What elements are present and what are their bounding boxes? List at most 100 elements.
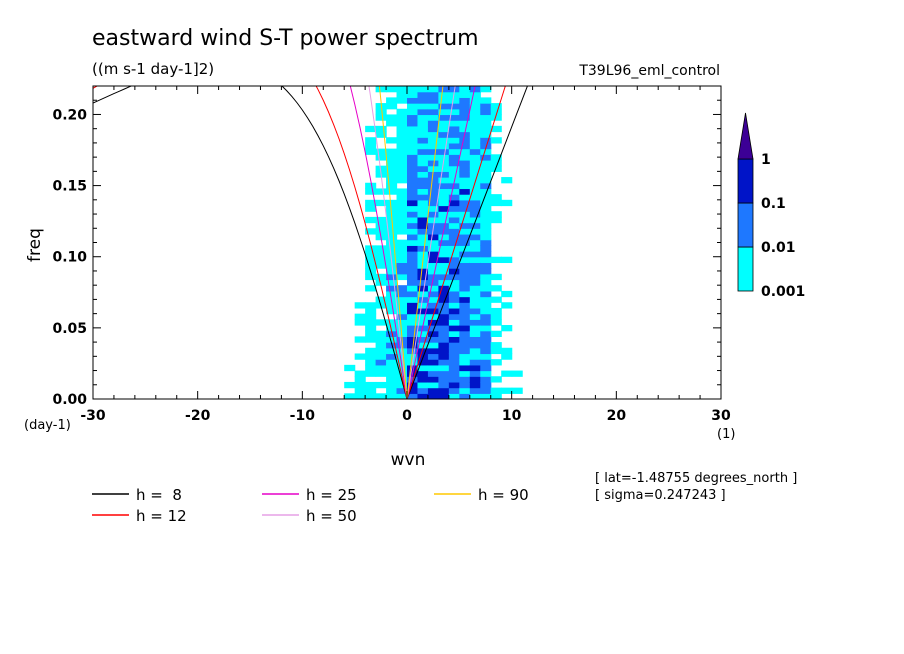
axis-ticks: -30 -20 -10 0 10 20 30 0.00 0.05 0.10 0.15 0.20 — [52, 86, 731, 424]
heatmap-cell — [480, 290, 492, 298]
heatmap-cell — [438, 103, 450, 110]
heatmap-cell — [396, 91, 408, 98]
heatmap-cell — [480, 177, 492, 184]
heatmap-cell — [511, 370, 523, 377]
heatmap-cell — [438, 211, 450, 218]
heatmap-cell — [480, 279, 492, 286]
heatmap-cell — [386, 268, 398, 275]
heatmap-cell — [365, 251, 377, 258]
heatmap-cell — [396, 307, 408, 315]
heatmap-cell — [417, 245, 429, 252]
heatmap-cell — [490, 256, 502, 264]
heatmap-cell — [365, 313, 377, 320]
heatmap-cell — [448, 370, 460, 377]
heatmap-cell — [407, 273, 419, 281]
heatmap-cell — [438, 131, 450, 138]
heatmap-cell — [459, 302, 471, 309]
heatmap-cell — [427, 228, 439, 235]
heatmap-cell — [469, 245, 481, 252]
heatmap-cell — [417, 120, 429, 127]
heatmap-cell — [448, 97, 460, 104]
heatmap-cell — [407, 296, 419, 303]
heatmap-cell — [469, 313, 481, 320]
heatmap-cell — [480, 319, 492, 326]
heatmap-cell — [417, 91, 429, 98]
heatmap-cell — [375, 336, 387, 343]
heatmap-cell — [438, 216, 450, 224]
heatmap-cell — [490, 342, 502, 349]
heatmap-cell — [407, 290, 419, 298]
heatmap-cell — [469, 205, 481, 212]
heatmap-cell — [427, 233, 439, 241]
heatmap-cell — [448, 268, 460, 275]
heatmap-cell — [438, 177, 450, 184]
heatmap-cell — [427, 188, 439, 195]
heatmap-cell — [375, 108, 387, 116]
heatmap-cell — [427, 148, 439, 155]
heatmap-cell — [438, 313, 450, 320]
heatmap-cell — [438, 285, 450, 292]
heatmap-cell — [427, 330, 439, 337]
heatmap-cell — [459, 137, 471, 144]
heatmap-cell — [386, 120, 398, 127]
heatmap-cell — [417, 347, 429, 355]
heatmap-cell — [407, 262, 419, 269]
heatmap-cell — [480, 273, 492, 281]
heatmap-cell — [427, 171, 439, 178]
heatmap-cell — [396, 359, 408, 366]
heatmap-cell — [375, 131, 387, 138]
heatmap-cell — [365, 353, 377, 360]
heatmap-cell — [469, 120, 481, 127]
x-tick-label: 20 — [607, 408, 627, 424]
heatmap-cell — [417, 142, 429, 150]
heatmap-cell — [469, 199, 481, 207]
heatmap-cell — [501, 353, 513, 360]
heatmap-cell — [365, 393, 377, 399]
heatmap-cell — [469, 256, 481, 264]
heatmap-cell — [417, 148, 429, 155]
heatmap-cell — [438, 364, 450, 372]
heatmap-cell — [427, 262, 439, 269]
heatmap-cell — [448, 103, 460, 110]
heatmap-cell — [448, 296, 460, 303]
heatmap-cell — [407, 199, 419, 207]
heatmap-cell — [427, 199, 439, 207]
heatmap-cell — [386, 154, 398, 161]
heatmap-cell — [396, 177, 408, 184]
heatmap-cell — [396, 154, 408, 161]
heatmap-cell — [417, 171, 429, 178]
heatmap-cell — [386, 137, 398, 144]
heatmap-cell — [396, 131, 408, 138]
heatmap-cell — [469, 154, 481, 161]
heatmap-cell — [417, 364, 429, 372]
run-label: T39L96_eml_control — [578, 63, 720, 79]
heatmap-cell — [480, 142, 492, 150]
heatmap-cell — [501, 387, 513, 394]
x-axis-unit: (1) — [717, 427, 735, 442]
heatmap-cell — [490, 393, 502, 399]
heatmap-cell — [459, 370, 471, 377]
heatmap-cell — [407, 194, 419, 201]
heatmap-cell — [417, 114, 429, 121]
heatmap-cell — [459, 359, 471, 366]
heatmap-cell — [365, 330, 377, 337]
heatmap-cell — [396, 86, 408, 93]
heatmap-cell — [417, 330, 429, 337]
heatmap-cell — [427, 336, 439, 343]
heatmap-cell — [396, 165, 408, 172]
heatmap-cell — [448, 313, 460, 320]
heatmap-cell — [427, 319, 439, 326]
heatmap-cell — [396, 387, 408, 394]
kelvin-curve-h8 — [406, 86, 528, 399]
heatmap-cell — [511, 387, 523, 394]
heatmap-cell — [480, 359, 492, 366]
heatmap-cell — [365, 142, 377, 150]
heatmap-cell — [459, 233, 471, 241]
heatmap-cell — [448, 211, 460, 218]
heatmap-cell — [375, 342, 387, 349]
heatmap-cell — [459, 381, 471, 389]
heatmap-cell — [417, 222, 429, 229]
heatmap-cell — [480, 296, 492, 303]
heatmap-cell — [407, 154, 419, 161]
heatmap-cell — [480, 387, 492, 394]
